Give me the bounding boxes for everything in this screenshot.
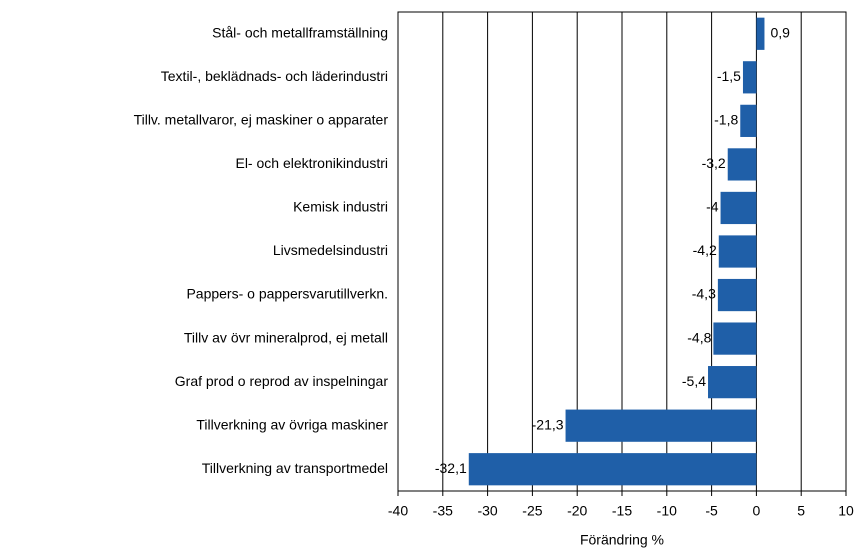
bar <box>708 366 757 399</box>
bar <box>717 278 757 312</box>
y-tick-label: Graf prod o reprod av inspelningar <box>175 373 389 389</box>
x-tick-label: -35 <box>433 503 453 519</box>
data-label: -3,2 <box>702 155 726 171</box>
data-label: -4,3 <box>692 286 716 302</box>
y-tick-label: Textil-, beklädnads- och läderindustri <box>161 68 388 84</box>
x-tick-label: -15 <box>612 503 632 519</box>
data-label: -4 <box>706 199 719 215</box>
x-tick-label: 10 <box>838 503 854 519</box>
x-tick-label: -20 <box>567 503 587 519</box>
x-tick-label: -30 <box>477 503 497 519</box>
data-label: -4,2 <box>693 242 717 258</box>
x-tick-label: 0 <box>753 503 761 519</box>
x-tick-label: -40 <box>388 503 408 519</box>
bar <box>727 148 757 181</box>
bar <box>713 322 757 355</box>
y-tick-label: Kemisk industri <box>293 199 388 215</box>
bar <box>565 409 757 442</box>
data-label: -4,8 <box>687 329 711 345</box>
y-tick-label: Tillv. metallvaror, ej maskiner o appara… <box>134 112 389 128</box>
y-tick-label: Tillverkning av transportmedel <box>202 460 388 476</box>
data-label: -1,8 <box>714 112 738 128</box>
y-tick-label: Stål- och metallframställning <box>212 24 388 40</box>
x-tick-label: -5 <box>705 503 718 519</box>
bar <box>720 191 757 225</box>
bar <box>742 61 757 94</box>
data-label: -5,4 <box>682 373 706 389</box>
bar <box>718 235 757 268</box>
y-tick-label: Livsmedelsindustri <box>273 242 388 258</box>
bar <box>468 453 757 486</box>
y-tick-label: Tillverkning av övriga maskiner <box>196 416 388 432</box>
x-tick-label: -10 <box>657 503 677 519</box>
y-tick-label: Tillv av övr mineralprod, ej metall <box>184 329 388 345</box>
x-tick-label: 5 <box>797 503 805 519</box>
data-label: 0,9 <box>770 24 790 40</box>
data-label: -32,1 <box>435 460 467 476</box>
x-tick-label: -25 <box>522 503 542 519</box>
bar <box>756 17 765 50</box>
data-label: -1,5 <box>717 68 741 84</box>
bar <box>740 104 757 137</box>
y-tick-label: Pappers- o pappersvarutillverkn. <box>186 286 388 302</box>
y-tick-label: El- och elektronikindustri <box>235 155 388 171</box>
data-label: -21,3 <box>532 416 564 432</box>
x-axis-label: Förändring % <box>580 532 664 548</box>
